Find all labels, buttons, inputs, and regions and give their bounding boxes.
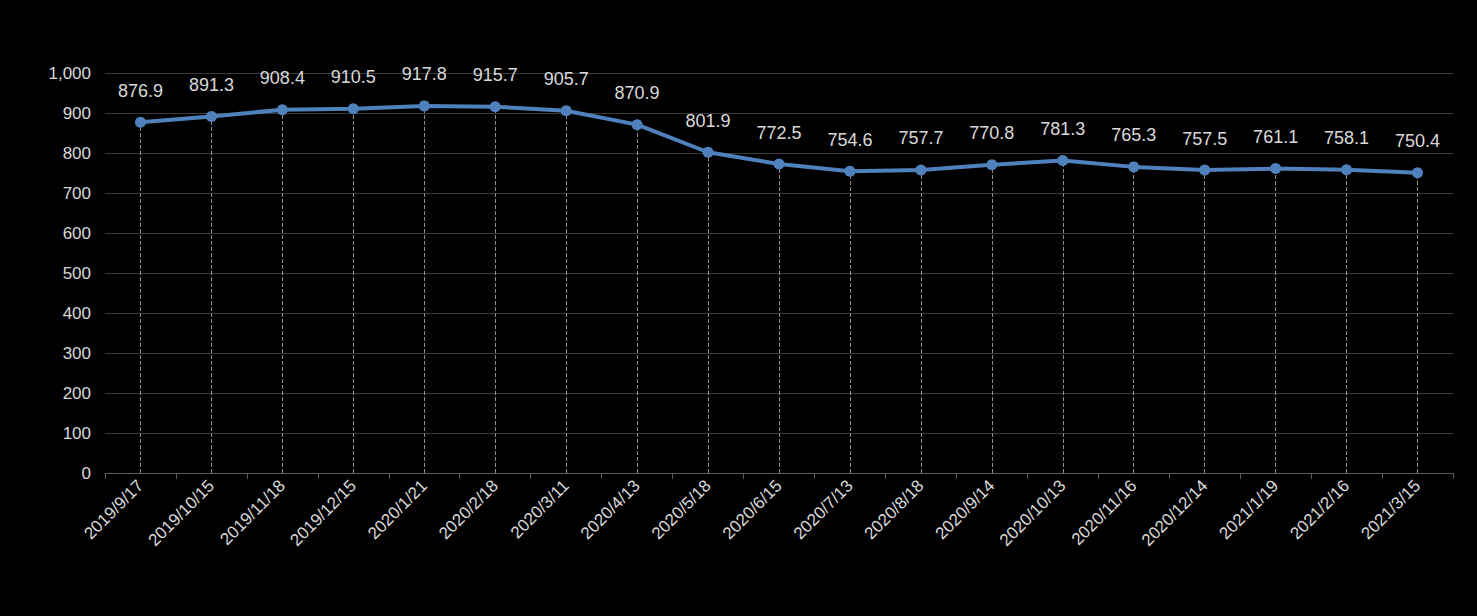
svg-text:700: 700 [63,184,91,203]
svg-text:2019/9/17: 2019/9/17 [80,476,147,543]
svg-text:800: 800 [63,144,91,163]
svg-text:915.7: 915.7 [473,65,518,85]
svg-text:500: 500 [63,264,91,283]
svg-text:2020/3/11: 2020/3/11 [507,476,573,542]
svg-text:908.4: 908.4 [260,68,305,88]
svg-text:2020/10/13: 2020/10/13 [996,476,1070,550]
svg-text:765.3: 765.3 [1111,125,1156,145]
svg-text:2020/7/13: 2020/7/13 [790,476,857,543]
svg-text:2020/4/13: 2020/4/13 [577,476,644,543]
svg-text:772.5: 772.5 [756,123,801,143]
svg-text:2019/11/18: 2019/11/18 [216,476,289,549]
svg-text:917.8: 917.8 [402,64,447,84]
svg-text:2020/9/14: 2020/9/14 [932,476,999,543]
svg-text:757.7: 757.7 [898,128,943,148]
svg-text:2020/11/16: 2020/11/16 [1068,476,1141,549]
svg-text:200: 200 [63,384,91,403]
svg-text:761.1: 761.1 [1253,127,1298,147]
svg-text:2020/6/15: 2020/6/15 [719,476,786,543]
svg-text:2021/1/19: 2021/1/19 [1215,476,1282,543]
svg-text:781.3: 781.3 [1040,119,1085,139]
svg-text:757.5: 757.5 [1182,129,1227,149]
svg-text:2020/2/18: 2020/2/18 [435,476,502,543]
svg-text:400: 400 [63,304,91,323]
svg-text:2020/12/14: 2020/12/14 [1138,476,1212,550]
svg-text:891.3: 891.3 [189,75,234,95]
svg-text:0: 0 [82,464,91,483]
svg-text:2019/10/15: 2019/10/15 [145,476,219,550]
svg-text:758.1: 758.1 [1324,128,1369,148]
svg-text:910.5: 910.5 [331,67,376,87]
svg-text:2019/12/15: 2019/12/15 [286,476,360,550]
svg-text:900: 900 [63,104,91,123]
svg-text:100: 100 [63,424,91,443]
svg-text:870.9: 870.9 [615,83,660,103]
svg-text:300: 300 [63,344,91,363]
svg-text:801.9: 801.9 [686,111,731,131]
svg-text:600: 600 [63,224,91,243]
svg-text:2020/5/18: 2020/5/18 [648,476,715,543]
svg-text:876.9: 876.9 [118,81,163,101]
svg-text:2021/3/15: 2021/3/15 [1357,476,1424,543]
svg-text:750.4: 750.4 [1395,131,1440,151]
svg-text:1,000: 1,000 [48,64,91,83]
svg-text:2020/1/21: 2020/1/21 [364,476,431,543]
svg-text:754.6: 754.6 [827,130,872,150]
svg-text:905.7: 905.7 [544,69,589,89]
svg-text:2021/2/16: 2021/2/16 [1286,476,1353,543]
svg-text:2020/8/18: 2020/8/18 [861,476,928,543]
svg-text:770.8: 770.8 [969,123,1014,143]
